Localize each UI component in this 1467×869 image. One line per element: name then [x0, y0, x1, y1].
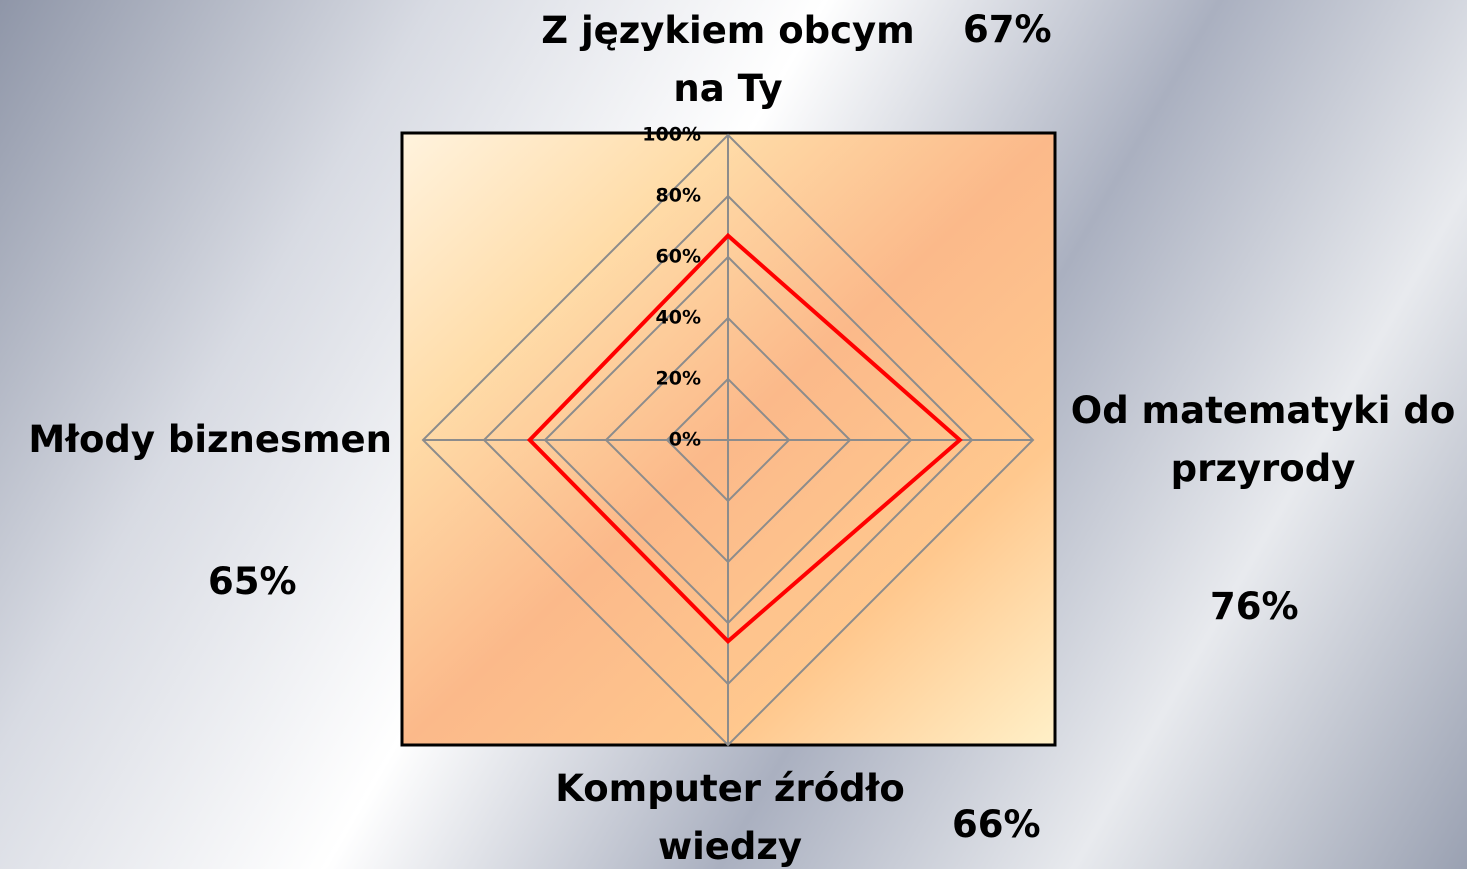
y-tick-label: 40% — [656, 307, 701, 329]
value-label: 76% — [1210, 585, 1299, 628]
y-tick-label: 0% — [669, 429, 701, 451]
category-label: Z językiem obcym na Ty — [541, 9, 915, 110]
y-tick-label: 60% — [656, 246, 701, 268]
y-tick-label: 80% — [656, 185, 701, 207]
value-label: 65% — [208, 560, 297, 603]
y-tick-label: 100% — [642, 124, 701, 146]
value-label: 67% — [963, 8, 1052, 51]
category-label: Komputer źródło wiedzy — [555, 767, 905, 868]
value-label: 66% — [952, 803, 1041, 846]
y-tick-label: 20% — [656, 368, 701, 390]
series-line — [526, 232, 963, 645]
category-label: Młody biznesmen — [28, 418, 392, 461]
category-label: Od matematyki do przyrody — [1070, 389, 1456, 490]
